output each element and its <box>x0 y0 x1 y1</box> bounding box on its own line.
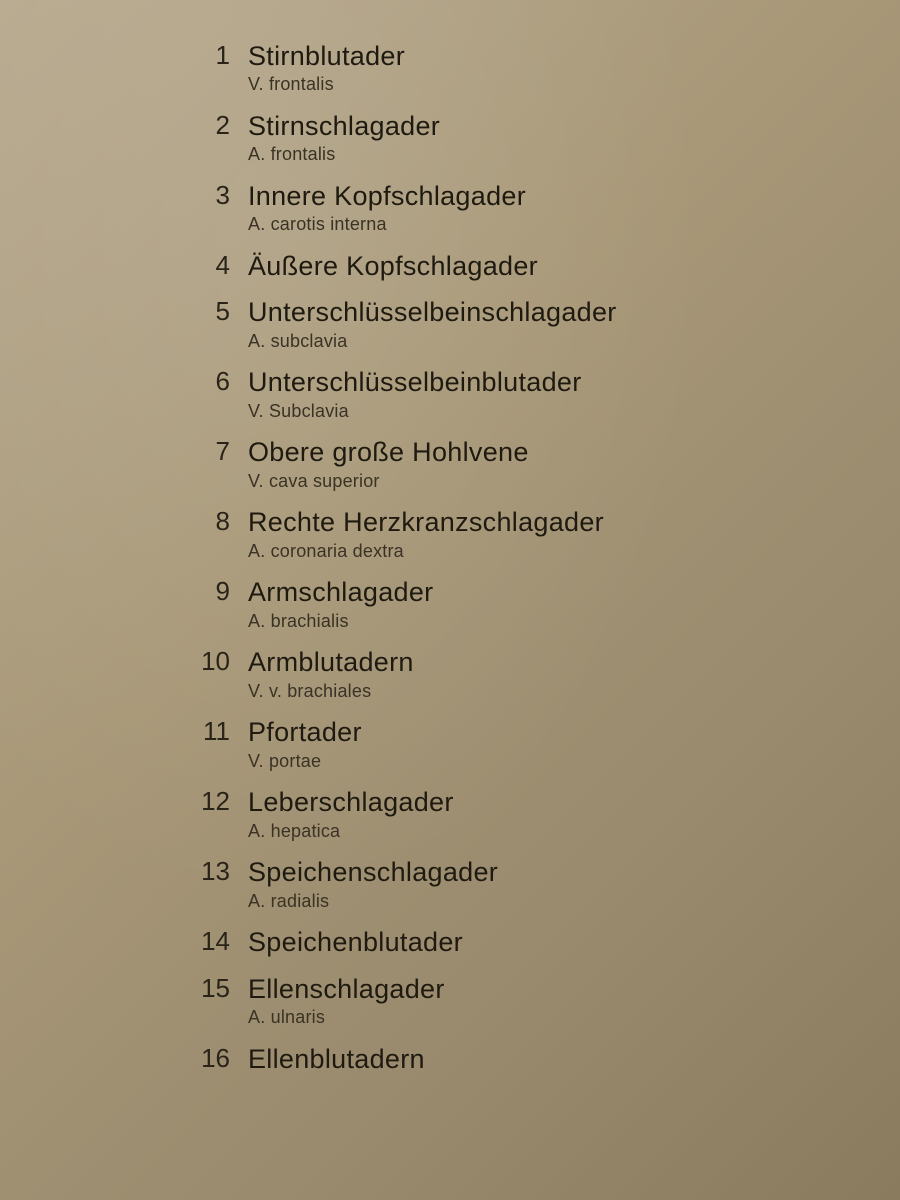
item-title: Leberschlagader <box>248 786 900 818</box>
list-item: 10 Armblutadern V. v. brachiales <box>200 646 900 702</box>
item-content: Unterschlüsselbeinblutader V. Subclavia <box>248 366 900 422</box>
list-item: 16 Ellenblutadern <box>200 1043 900 1075</box>
item-content: Leberschlagader A. hepatica <box>248 786 900 842</box>
item-content: Speichenschlagader A. radialis <box>248 856 900 912</box>
item-number: 13 <box>200 856 248 887</box>
list-item: 4 Äußere Kopfschlagader <box>200 250 900 282</box>
item-title: Unterschlüsselbeinblutader <box>248 366 900 398</box>
item-subtitle: A. ulnaris <box>248 1007 900 1029</box>
item-number: 15 <box>200 973 248 1004</box>
item-content: Ellenblutadern <box>248 1043 900 1075</box>
item-content: Armschlagader A. brachialis <box>248 576 900 632</box>
item-title: Armschlagader <box>248 576 900 608</box>
item-title: Ellenblutadern <box>248 1043 900 1075</box>
list-item: 6 Unterschlüsselbeinblutader V. Subclavi… <box>200 366 900 422</box>
item-number: 11 <box>200 716 248 747</box>
item-subtitle: A. frontalis <box>248 144 900 166</box>
item-content: Speichenblutader <box>248 926 900 958</box>
item-title: Stirnschlagader <box>248 110 900 142</box>
item-title: Speichenblutader <box>248 926 900 958</box>
item-title: Pfortader <box>248 716 900 748</box>
item-subtitle: A. radialis <box>248 891 900 913</box>
list-item: 8 Rechte Herzkranzschlagader A. coronari… <box>200 506 900 562</box>
item-content: Rechte Herzkranzschlagader A. coronaria … <box>248 506 900 562</box>
item-subtitle: A. coronaria dextra <box>248 541 900 563</box>
item-number: 9 <box>200 576 248 607</box>
item-subtitle: V. frontalis <box>248 74 900 96</box>
item-subtitle: A. subclavia <box>248 331 900 353</box>
item-number: 8 <box>200 506 248 537</box>
list-item: 13 Speichenschlagader A. radialis <box>200 856 900 912</box>
item-number: 5 <box>200 296 248 327</box>
item-subtitle: A. hepatica <box>248 821 900 843</box>
item-subtitle: A. carotis interna <box>248 214 900 236</box>
item-subtitle: A. brachialis <box>248 611 900 633</box>
list-item: 11 Pfortader V. portae <box>200 716 900 772</box>
list-item: 9 Armschlagader A. brachialis <box>200 576 900 632</box>
item-title: Obere große Hohlvene <box>248 436 900 468</box>
item-content: Pfortader V. portae <box>248 716 900 772</box>
list-item: 14 Speichenblutader <box>200 926 900 958</box>
item-content: Innere Kopfschlagader A. carotis interna <box>248 180 900 236</box>
item-subtitle: V. portae <box>248 751 900 773</box>
item-title: Ellenschlagader <box>248 973 900 1005</box>
list-item: 15 Ellenschlagader A. ulnaris <box>200 973 900 1029</box>
item-content: Obere große Hohlvene V. cava superior <box>248 436 900 492</box>
item-number: 2 <box>200 110 248 141</box>
item-number: 10 <box>200 646 248 677</box>
list-item: 7 Obere große Hohlvene V. cava superior <box>200 436 900 492</box>
item-title: Innere Kopfschlagader <box>248 180 900 212</box>
item-number: 7 <box>200 436 248 467</box>
item-subtitle: V. v. brachiales <box>248 681 900 703</box>
item-number: 6 <box>200 366 248 397</box>
list-item: 12 Leberschlagader A. hepatica <box>200 786 900 842</box>
item-title: Rechte Herzkranzschlagader <box>248 506 900 538</box>
item-subtitle: V. cava superior <box>248 471 900 493</box>
item-title: Armblutadern <box>248 646 900 678</box>
item-content: Armblutadern V. v. brachiales <box>248 646 900 702</box>
item-content: Unterschlüsselbeinschlagader A. subclavi… <box>248 296 900 352</box>
list-item: 3 Innere Kopfschlagader A. carotis inter… <box>200 180 900 236</box>
item-title: Speichenschlagader <box>248 856 900 888</box>
item-content: Stirnschlagader A. frontalis <box>248 110 900 166</box>
item-number: 12 <box>200 786 248 817</box>
item-number: 16 <box>200 1043 248 1074</box>
item-number: 1 <box>200 40 248 71</box>
list-item: 1 Stirnblutader V. frontalis <box>200 40 900 96</box>
item-title: Stirnblutader <box>248 40 900 72</box>
item-title: Unterschlüsselbeinschlagader <box>248 296 900 328</box>
item-title: Äußere Kopfschlagader <box>248 250 900 282</box>
item-content: Ellenschlagader A. ulnaris <box>248 973 900 1029</box>
item-number: 3 <box>200 180 248 211</box>
item-content: Stirnblutader V. frontalis <box>248 40 900 96</box>
item-number: 14 <box>200 926 248 957</box>
list-item: 2 Stirnschlagader A. frontalis <box>200 110 900 166</box>
item-subtitle: V. Subclavia <box>248 401 900 423</box>
list-item: 5 Unterschlüsselbeinschlagader A. subcla… <box>200 296 900 352</box>
anatomical-list: 1 Stirnblutader V. frontalis 2 Stirnschl… <box>0 40 900 1075</box>
item-content: Äußere Kopfschlagader <box>248 250 900 282</box>
item-number: 4 <box>200 250 248 281</box>
